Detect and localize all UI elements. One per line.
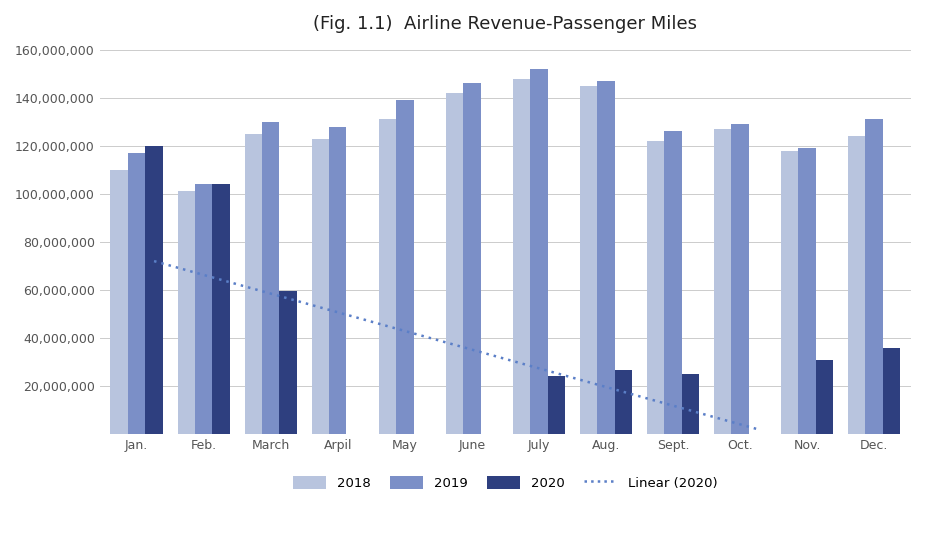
Bar [816, 359, 833, 434]
Bar [848, 136, 866, 434]
Bar [580, 86, 597, 434]
Bar [379, 119, 396, 434]
Bar [280, 291, 297, 434]
Linear (2020) [752, 426, 763, 432]
Bar [531, 69, 547, 434]
Bar [615, 370, 632, 434]
Bar [212, 184, 230, 434]
Bar [714, 129, 732, 434]
Bar [110, 170, 128, 434]
Bar [262, 122, 280, 434]
Bar [866, 119, 882, 434]
Bar [664, 131, 682, 434]
Bar [128, 153, 145, 434]
Bar [647, 141, 664, 434]
Linear (2020) [148, 258, 159, 264]
Bar [597, 81, 615, 434]
Title: (Fig. 1.1)  Airline Revenue-Passenger Miles: (Fig. 1.1) Airline Revenue-Passenger Mil… [313, 15, 697, 33]
Bar [145, 146, 163, 434]
Bar [513, 78, 531, 434]
Bar [682, 374, 699, 434]
Bar [882, 348, 900, 434]
Bar [445, 93, 463, 434]
Bar [732, 124, 749, 434]
Bar [178, 192, 195, 434]
Bar [396, 100, 414, 434]
Bar [312, 139, 329, 434]
Bar [798, 148, 816, 434]
Bar [244, 134, 262, 434]
Bar [781, 151, 798, 434]
Bar [329, 126, 346, 434]
Line: Linear (2020): Linear (2020) [154, 261, 757, 429]
Legend: 2018, 2019, 2020, Linear (2020): 2018, 2019, 2020, Linear (2020) [286, 469, 724, 496]
Bar [463, 83, 481, 434]
Bar [195, 184, 212, 434]
Bar [547, 376, 565, 434]
